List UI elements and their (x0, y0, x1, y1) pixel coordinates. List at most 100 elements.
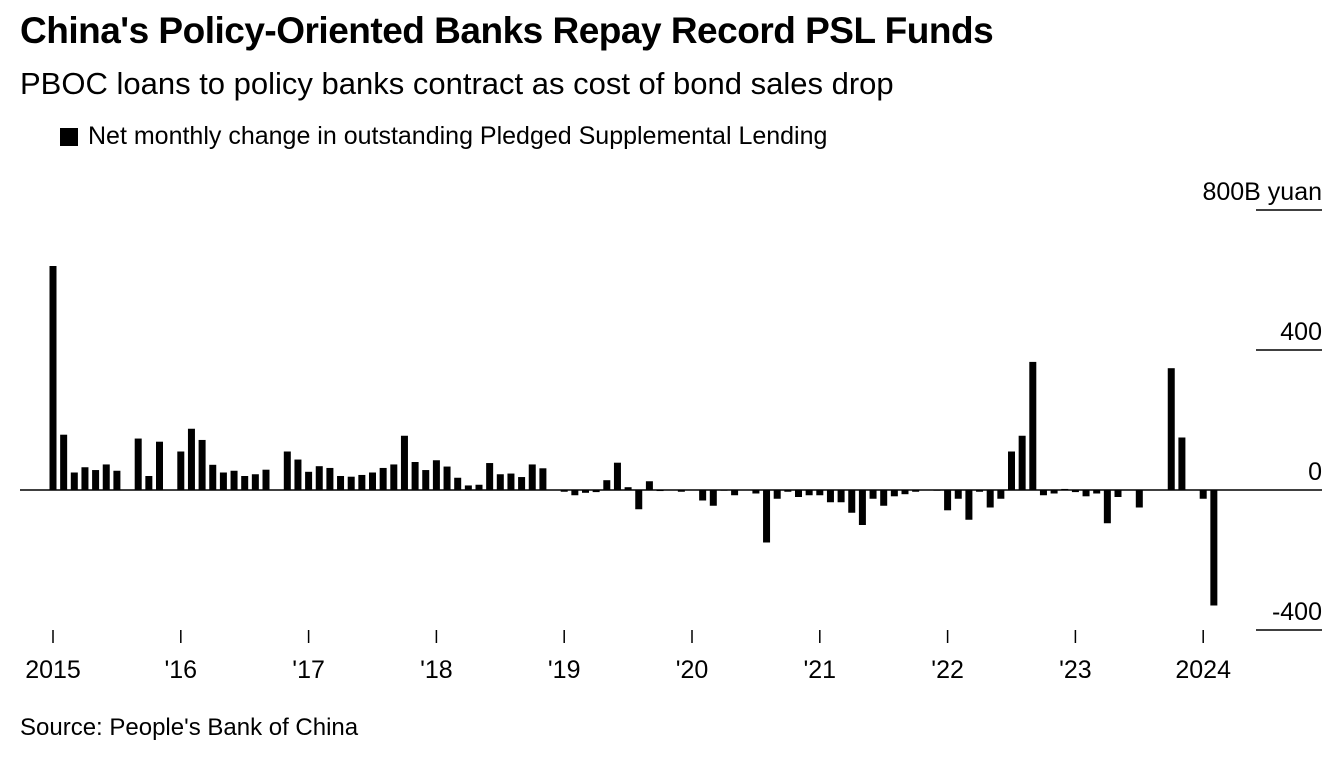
bar (422, 470, 430, 490)
bar (848, 490, 856, 513)
bar (582, 490, 589, 493)
bar (230, 470, 238, 490)
bar (858, 490, 866, 525)
y-tick-label: -400 (1272, 598, 1322, 626)
x-tick-label: '23 (1059, 656, 1092, 684)
bar (486, 463, 494, 490)
bar (901, 490, 909, 495)
bar (347, 476, 355, 490)
bar (464, 485, 472, 490)
x-tick-label: '18 (420, 656, 453, 684)
bar (976, 490, 984, 492)
bar (1103, 490, 1111, 524)
bar (603, 480, 611, 490)
bar (986, 490, 994, 508)
bars-group (49, 266, 1218, 606)
y-axis: 800B yuan 400 0 -400 (20, 178, 1322, 631)
bar (965, 490, 973, 520)
bar (1114, 490, 1122, 497)
bar (209, 464, 217, 490)
bar (1178, 437, 1186, 490)
bar (134, 438, 142, 490)
bar (1093, 490, 1101, 494)
bar (912, 490, 920, 492)
bar (294, 459, 302, 490)
bar (837, 490, 845, 503)
x-tick-label: '17 (292, 656, 325, 684)
bar (81, 467, 89, 490)
bar (954, 490, 962, 499)
x-tick-label: '20 (676, 656, 709, 684)
bar (784, 490, 792, 492)
bar (699, 490, 707, 501)
legend-label: Net monthly change in outstanding Pledge… (88, 122, 828, 150)
bar (1199, 490, 1207, 499)
bar (1167, 368, 1175, 490)
bar (198, 439, 206, 490)
bar (624, 487, 632, 490)
legend-swatch (60, 127, 78, 146)
y-tick-label: 800B yuan (1202, 178, 1322, 206)
bar (49, 266, 57, 490)
bar (518, 477, 526, 490)
bar (411, 462, 419, 490)
bar (1071, 490, 1079, 493)
bar (795, 490, 802, 497)
bar (1008, 451, 1015, 490)
bar (773, 490, 781, 499)
bar (805, 490, 813, 496)
bar (1082, 490, 1090, 497)
x-tick-label: 2024 (1175, 656, 1231, 684)
bar (400, 435, 408, 490)
legend: Net monthly change in outstanding Pledge… (60, 122, 827, 151)
bar (1018, 435, 1026, 490)
x-tick-label: '21 (804, 656, 837, 684)
bar (763, 490, 771, 543)
bar (443, 466, 451, 490)
bar (507, 473, 515, 490)
bar (315, 466, 323, 490)
bar (677, 490, 685, 492)
bar (869, 490, 877, 499)
bar (475, 484, 483, 490)
x-tick-label: '16 (165, 656, 198, 684)
bar (305, 471, 313, 490)
bar (1039, 490, 1047, 496)
bar (60, 434, 68, 490)
bar (816, 490, 824, 496)
bar (880, 490, 888, 506)
chart-subtitle: PBOC loans to policy banks contract as c… (20, 66, 894, 101)
bar (92, 470, 100, 490)
bar (241, 476, 249, 490)
bar (645, 481, 653, 490)
bar (337, 476, 345, 490)
bar (326, 467, 334, 490)
bar (177, 451, 185, 490)
bar (145, 476, 153, 490)
bar (369, 472, 376, 490)
bar (539, 468, 547, 490)
bar (283, 451, 291, 490)
bar (571, 490, 579, 496)
bar (219, 472, 227, 490)
source-note: Source: People's Bank of China (20, 714, 359, 741)
bar (156, 441, 163, 490)
bar (251, 474, 259, 490)
bar (944, 490, 952, 511)
bar (592, 490, 600, 493)
bar (613, 462, 621, 490)
bar (826, 490, 834, 503)
bar (1210, 490, 1218, 606)
chart-title: China's Policy-Oriented Banks Repay Reco… (20, 10, 994, 51)
bar (731, 490, 739, 496)
bar (709, 490, 717, 506)
bar (358, 474, 366, 490)
bar (1029, 361, 1037, 490)
bar (113, 470, 121, 490)
y-tick-label: 400 (1280, 318, 1322, 346)
x-tick-label: '19 (548, 656, 581, 684)
y-tick-label: 0 (1308, 458, 1322, 486)
bar (187, 428, 195, 490)
bar (890, 490, 898, 497)
x-axis: 2015 '16 '17 '18 '19 '20 '21 '22 '23 2024 (25, 630, 1231, 684)
